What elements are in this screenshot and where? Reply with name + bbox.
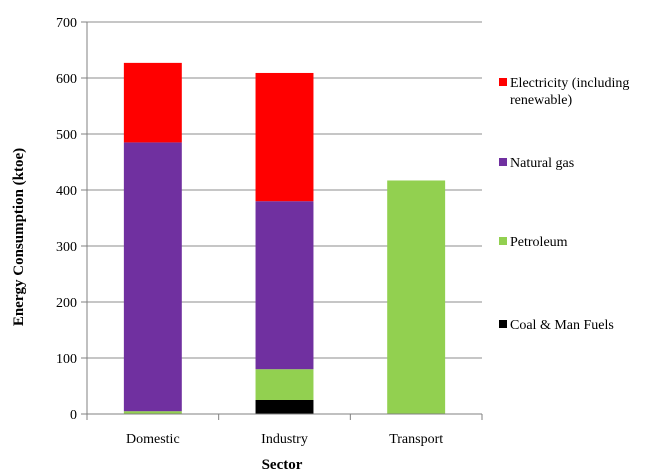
bar-segment — [387, 180, 446, 414]
x-axis-title: Sector — [262, 457, 303, 470]
y-tick-label: 400 — [56, 184, 77, 199]
bar-segment — [255, 400, 314, 414]
y-axis-title: Energy Consumption (ktoe) — [11, 148, 27, 326]
legend-item: Coal & Man Fuels — [499, 318, 614, 333]
legend-label: Natural gas — [510, 156, 574, 171]
bar-segment — [123, 142, 182, 412]
x-tick-label: Industry — [261, 432, 308, 447]
y-tick-label: 700 — [56, 16, 77, 31]
y-tick-label: 300 — [56, 240, 77, 255]
bar-segment — [255, 72, 314, 202]
y-tick-label: 600 — [56, 72, 77, 87]
legend-label: Petroleum — [510, 235, 568, 250]
legend-swatch — [499, 320, 507, 328]
bars — [123, 62, 446, 414]
bar-segment — [255, 369, 314, 400]
bar-segment — [255, 201, 314, 370]
legend-swatch — [499, 158, 507, 166]
legend-item: Petroleum — [499, 235, 568, 250]
legend-swatch — [499, 237, 507, 245]
y-tick-label: 200 — [56, 296, 77, 311]
y-tick-labels: 0 100 200 300 400 500 600 700 — [56, 16, 77, 423]
legend-item: Natural gas — [499, 156, 574, 171]
bar-segment — [123, 62, 182, 143]
legend-item: Electricity (including renewable) — [499, 76, 629, 108]
legend-label: renewable) — [510, 93, 573, 108]
bar-segment — [123, 411, 182, 414]
legend: Electricity (including renewable) Natural … — [499, 76, 629, 333]
y-tick-label: 0 — [70, 408, 77, 423]
axes — [81, 21, 483, 420]
x-tick-label: Transport — [389, 432, 443, 447]
legend-label: Electricity (including — [510, 76, 629, 91]
legend-label: Coal & Man Fuels — [510, 318, 614, 333]
legend-swatch — [499, 78, 507, 86]
x-tick-labels: Domestic Industry Transport — [126, 432, 443, 447]
x-tick-label: Domestic — [126, 432, 180, 447]
y-tick-label: 500 — [56, 128, 77, 143]
y-tick-label: 100 — [56, 352, 77, 367]
